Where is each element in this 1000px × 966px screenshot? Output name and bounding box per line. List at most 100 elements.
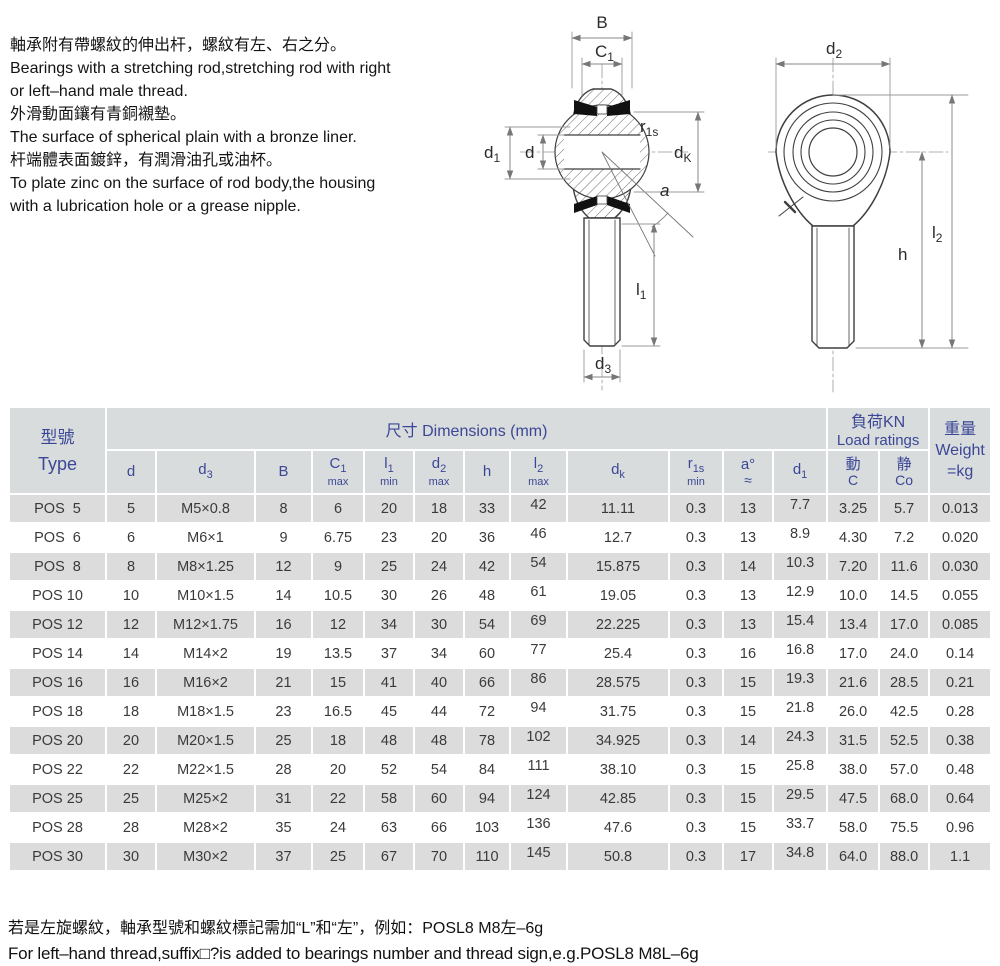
value-cell: M5×0.8	[157, 495, 254, 522]
col-header: r1s min	[670, 451, 722, 493]
col-header: l2 max	[511, 451, 566, 493]
value-cell: 66	[415, 814, 463, 841]
type-cell: POS 10	[10, 582, 105, 609]
value-cell: 75.5	[880, 814, 929, 841]
seal-top-right	[607, 100, 630, 116]
value-cell: 0.48	[930, 756, 991, 783]
value-cell: 77	[511, 640, 566, 667]
label-h: h	[898, 245, 907, 264]
weight-header-zh: 重量	[944, 421, 977, 438]
table-row: POS 18 18 M18×1.5 23 16.5 45 44 72 94 31.75 0.3 15 2…	[10, 698, 991, 725]
value-cell: 0.21	[930, 669, 991, 696]
value-cell: M20×1.5	[157, 727, 254, 754]
value-cell: 11.11	[568, 495, 668, 522]
load-header-en: Load ratings	[836, 432, 920, 449]
value-cell: 0.3	[670, 698, 722, 725]
type-cell: POS 16	[10, 669, 105, 696]
value-cell: 8.9	[774, 524, 827, 551]
group-header-row: 型號 Type 尺寸 Dimensions (mm) 負荷KN Load rat…	[10, 408, 991, 493]
value-cell: 58.0	[828, 814, 879, 841]
value-cell: 102	[511, 727, 566, 754]
value-cell: 7.20	[828, 553, 879, 580]
value-cell: 15	[313, 669, 363, 696]
value-cell: 16.5	[313, 698, 363, 725]
value-cell: 10	[107, 582, 155, 609]
footer-note-zh: 若是左旋螺紋，軸承型號和螺紋標記需加“L”和“左”，例如：POSL8 M8左–6…	[8, 920, 544, 937]
table-row: POS 30 30 M30×2 37 25 67 70 110 145 50.8 0.3 17 34.8…	[10, 843, 991, 870]
value-cell: 24	[415, 553, 463, 580]
value-cell: 0.055	[930, 582, 991, 609]
value-cell: 0.3	[670, 582, 722, 609]
value-cell: 0.3	[670, 756, 722, 783]
chamfer-tick	[783, 200, 797, 214]
value-cell: 3.25	[828, 495, 879, 522]
value-cell: 0.14	[930, 640, 991, 667]
value-cell: 46	[511, 524, 566, 551]
value-cell: 31.75	[568, 698, 668, 725]
value-cell: 21.8	[774, 698, 827, 725]
value-cell: 37	[365, 640, 413, 667]
value-cell: 60	[415, 785, 463, 812]
value-cell: 86	[511, 669, 566, 696]
label-a: a	[660, 181, 669, 200]
value-cell: 15	[724, 814, 772, 841]
value-cell: M12×1.75	[157, 611, 254, 638]
value-cell: 14	[107, 640, 155, 667]
value-cell: 0.3	[670, 843, 722, 870]
ball-circle	[800, 119, 866, 185]
value-cell: 6	[107, 524, 155, 551]
type-cell: POS 5	[10, 495, 105, 522]
label-dk: dK	[674, 143, 691, 165]
col-header: d2 max	[415, 451, 463, 493]
value-cell: 9	[256, 524, 311, 551]
value-cell: 14	[724, 553, 772, 580]
type-cell: POS 28	[10, 814, 105, 841]
value-cell: 16.8	[774, 640, 827, 667]
intro-line: 外滑動面鑲有青銅襯墊。	[10, 106, 187, 123]
intro-text: 軸承附有帶螺紋的伸出杆，螺紋有左、右之分。 Bearings with a st…	[10, 34, 480, 218]
value-cell: 34	[415, 640, 463, 667]
technical-drawings: B C1 d1 d r1s dK a l1	[484, 13, 969, 393]
dimensions-table: 型號 Type 尺寸 Dimensions (mm) 負荷KN Load rat…	[8, 406, 992, 872]
label-C1: C1	[595, 42, 614, 64]
value-cell: M22×1.5	[157, 756, 254, 783]
value-cell: 11.6	[880, 553, 929, 580]
value-cell: 28.575	[568, 669, 668, 696]
value-cell: 13	[724, 495, 772, 522]
type-cell: POS 20	[10, 727, 105, 754]
value-cell: 25.8	[774, 756, 827, 783]
value-cell: M18×1.5	[157, 698, 254, 725]
value-cell: 54	[465, 611, 509, 638]
value-cell: 0.3	[670, 669, 722, 696]
label-l2: l2	[932, 223, 943, 245]
table-row: POS 10 10 M10×1.5 14 10.5 30 26 48 61 19.05 0.3 13 1…	[10, 582, 991, 609]
value-cell: 0.030	[930, 553, 991, 580]
value-cell: 33	[465, 495, 509, 522]
value-cell: 22	[313, 785, 363, 812]
value-cell: 29.5	[774, 785, 827, 812]
value-cell: 44	[415, 698, 463, 725]
col-header: l1 min	[365, 451, 413, 493]
table-row: POS 6 6 M6×1 9 6.75 23 20 36 46 12.7 0.3 13 8.9 4.30 7…	[10, 524, 991, 551]
value-cell: 36	[465, 524, 509, 551]
value-cell: 52.5	[880, 727, 929, 754]
value-cell: 61	[511, 582, 566, 609]
type-cell: POS 30	[10, 843, 105, 870]
value-cell: 19.3	[774, 669, 827, 696]
table-row: POS 22 22 M22×1.5 28 20 52 54 84 111 38.10 0.3 15 25…	[10, 756, 991, 783]
value-cell: 15.875	[568, 553, 668, 580]
weight-header-en: Weight	[935, 442, 985, 459]
value-cell: 37	[256, 843, 311, 870]
value-cell: 0.3	[670, 785, 722, 812]
load-header-zh: 負荷KN	[850, 414, 906, 431]
value-cell: 9	[313, 553, 363, 580]
seal-top-notch	[596, 104, 608, 115]
value-cell: 15	[724, 698, 772, 725]
value-cell: 18	[415, 495, 463, 522]
value-cell: 84	[465, 756, 509, 783]
dimensions-group-header: 尺寸 Dimensions (mm)	[107, 408, 827, 449]
value-cell: 48	[415, 727, 463, 754]
value-cell: 12	[313, 611, 363, 638]
value-cell: 17.0	[828, 640, 879, 667]
